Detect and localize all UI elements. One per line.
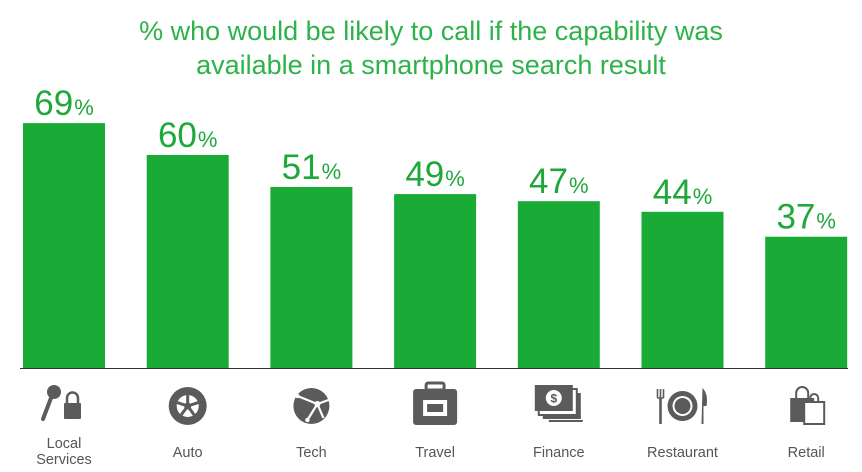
category-label-finance: Finance xyxy=(533,445,585,461)
bar-finance xyxy=(517,201,600,368)
value-label-travel: 49% xyxy=(405,155,465,194)
bar-restaurant xyxy=(641,211,724,368)
chart-title-line-1: % who would be likely to call if the cap… xyxy=(139,16,723,46)
bar-local-services xyxy=(23,123,105,368)
bar-travel xyxy=(394,194,477,368)
category-label-tech: Tech xyxy=(296,445,327,461)
category-label-local-services-line-1: Local xyxy=(47,436,82,452)
category-label-retail: Retail xyxy=(788,445,825,461)
globe-network-icon xyxy=(293,388,330,424)
key-lock-icon xyxy=(41,385,81,421)
value-label-finance: 47% xyxy=(529,162,589,201)
money-bills-icon: $ xyxy=(534,385,583,422)
chart-title: % who would be likely to call if the cap… xyxy=(0,14,862,82)
value-label-local-services: 69% xyxy=(34,84,94,123)
plate-fork-knife-icon xyxy=(656,388,707,424)
value-label-restaurant: 44% xyxy=(653,173,713,212)
category-label-restaurant: Restaurant xyxy=(647,445,718,461)
svg-text:$: $ xyxy=(550,392,557,406)
category-label-local-services-line-2: Services xyxy=(36,452,92,468)
tire-icon xyxy=(168,387,207,425)
bar-auto xyxy=(146,155,229,368)
briefcase-icon xyxy=(413,381,458,425)
bar-tech xyxy=(270,187,353,368)
category-label-travel: Travel xyxy=(415,445,455,461)
category-label-auto: Auto xyxy=(173,445,203,461)
chart-title-line-2: available in a smartphone search result xyxy=(196,50,666,80)
value-label-retail: 37% xyxy=(776,198,836,237)
bar-retail xyxy=(765,236,848,368)
value-label-auto: 60% xyxy=(158,116,218,155)
value-label-tech: 51% xyxy=(282,148,342,187)
shopping-bag-icon xyxy=(790,386,826,425)
